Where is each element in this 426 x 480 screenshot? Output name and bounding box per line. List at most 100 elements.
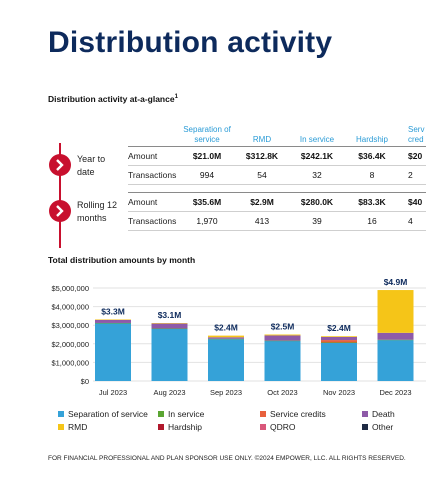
legend-item: QDRO	[260, 422, 296, 432]
legend-label: QDRO	[270, 422, 296, 432]
y-tick-label: $2,000,000	[51, 340, 89, 349]
footer-disclaimer: FOR FINANCIAL PROFESSIONAL AND PLAN SPON…	[48, 455, 406, 462]
x-tick-label: Jul 2023	[99, 388, 127, 397]
bar-segment	[151, 328, 188, 330]
legend-swatch	[58, 410, 64, 417]
col-header-line1	[240, 125, 284, 135]
table-divider	[128, 211, 426, 212]
table-cell: 54	[257, 170, 267, 180]
bar-total-label: $2.4M	[327, 323, 351, 333]
col-header-in-service: In service	[291, 125, 343, 145]
bar-segment	[208, 339, 244, 381]
table-cell: 32	[312, 170, 322, 180]
legend-item: Hardship	[158, 422, 202, 432]
legend-label: In service	[168, 409, 205, 419]
glance-title: Distribution activity at-a-glance1	[48, 94, 178, 104]
legend-item: Service credits	[260, 409, 326, 419]
bar-segment	[321, 336, 357, 337]
y-tick-label: $0	[81, 377, 89, 386]
x-tick-label: Dec 2023	[379, 388, 411, 397]
table-cell: $35.6M	[192, 197, 222, 207]
col-header-separation: Separation of service	[178, 125, 236, 145]
table-cell: $242.1K	[300, 151, 334, 161]
row-period-line2: date	[77, 167, 95, 177]
bar-segment	[377, 332, 414, 340]
col-header-hardship: Hardship	[348, 125, 396, 145]
col-header-line2: service	[194, 135, 220, 144]
row-period-line2: months	[77, 213, 107, 223]
table-cell: $280.0K	[300, 197, 334, 207]
table-divider	[128, 230, 426, 231]
bar-segment	[264, 341, 301, 381]
legend-label: Other	[372, 422, 394, 432]
table-divider	[128, 192, 426, 193]
legend-label: RMD	[68, 422, 88, 432]
bar-segment	[264, 335, 301, 341]
table-cell: 16	[367, 216, 377, 226]
legend-item: Death	[362, 409, 395, 419]
y-tick-label: $5,000,000	[51, 284, 89, 293]
legend-swatch	[158, 423, 164, 430]
row-period-rolling: Rolling 12 months	[77, 199, 117, 225]
row-period-ytd: Year to date	[77, 153, 105, 179]
bar-total-label: $4.9M	[384, 277, 408, 287]
bar-segment	[321, 342, 357, 381]
col-header-line1: Separation of	[183, 125, 231, 134]
col-header-line2: cred	[408, 135, 424, 144]
table-cell: 39	[312, 216, 322, 226]
legend-swatch	[158, 410, 164, 417]
chart-title: Total distribution amounts by month	[48, 255, 196, 265]
legend-swatch	[362, 410, 368, 417]
table-cell: 1,970	[196, 216, 218, 226]
bar-segment	[321, 336, 357, 341]
chevron-right-icon	[49, 200, 71, 222]
col-header-line1: Serv	[408, 125, 425, 134]
bar-segment	[264, 340, 301, 342]
legend-swatch	[362, 423, 368, 430]
metric-label-transactions: Transactions	[128, 216, 177, 226]
bar-total-label: $2.5M	[271, 322, 295, 332]
bar-segment	[95, 322, 131, 324]
bar-total-label: $3.1M	[158, 310, 182, 320]
col-header-line2: Hardship	[355, 135, 388, 144]
table-cell: $83.3K	[358, 197, 386, 207]
row-period-line1: Rolling 12	[77, 200, 118, 210]
col-header-line2: In service	[299, 135, 335, 144]
table-cell: $20	[408, 151, 423, 161]
bar-segment	[95, 323, 131, 381]
table-divider	[128, 184, 426, 185]
page-title: Distribution activity	[48, 26, 333, 59]
bar-segment	[95, 319, 131, 323]
x-tick-label: Sep 2023	[210, 388, 242, 397]
metric-label-amount: Amount	[128, 151, 158, 161]
bar-segment	[377, 290, 414, 333]
table-divider	[128, 165, 426, 166]
metric-label-transactions: Transactions	[128, 170, 177, 180]
x-tick-label: Aug 2023	[153, 388, 185, 397]
table-cell: 4	[408, 216, 413, 226]
legend-item: In service	[158, 409, 204, 419]
glance-title-text: Distribution activity at-a-glance	[48, 94, 175, 104]
legend-item: Other	[362, 422, 393, 432]
col-header-line1	[348, 125, 396, 135]
bar-segment	[377, 340, 414, 381]
table-cell: $36.4K	[358, 151, 386, 161]
distribution-bar-chart: $0 $1,000,000 $2,000,000 $3,000,000 $4,000,0…	[51, 277, 426, 397]
table-cell: 413	[254, 216, 270, 226]
col-header-service-credits: Serv cred	[408, 125, 426, 145]
metric-label-amount: Amount	[128, 197, 158, 207]
glance-footnote: 1	[174, 94, 178, 101]
bar-segment	[321, 340, 357, 343]
table-cell: $40	[408, 197, 423, 207]
bar-segment	[208, 338, 244, 340]
x-tick-label: Oct 2023	[267, 388, 297, 397]
bar-segment	[321, 342, 357, 343]
y-tick-label: $4,000,000	[51, 303, 89, 312]
bar-segment	[95, 319, 131, 320]
col-header-line1	[291, 125, 343, 135]
legend-swatch	[260, 410, 266, 417]
table-cell: 994	[199, 170, 215, 180]
legend-item: RMD	[58, 422, 87, 432]
bar-segment	[264, 334, 301, 336]
legend-label: Separation of service	[68, 409, 148, 419]
